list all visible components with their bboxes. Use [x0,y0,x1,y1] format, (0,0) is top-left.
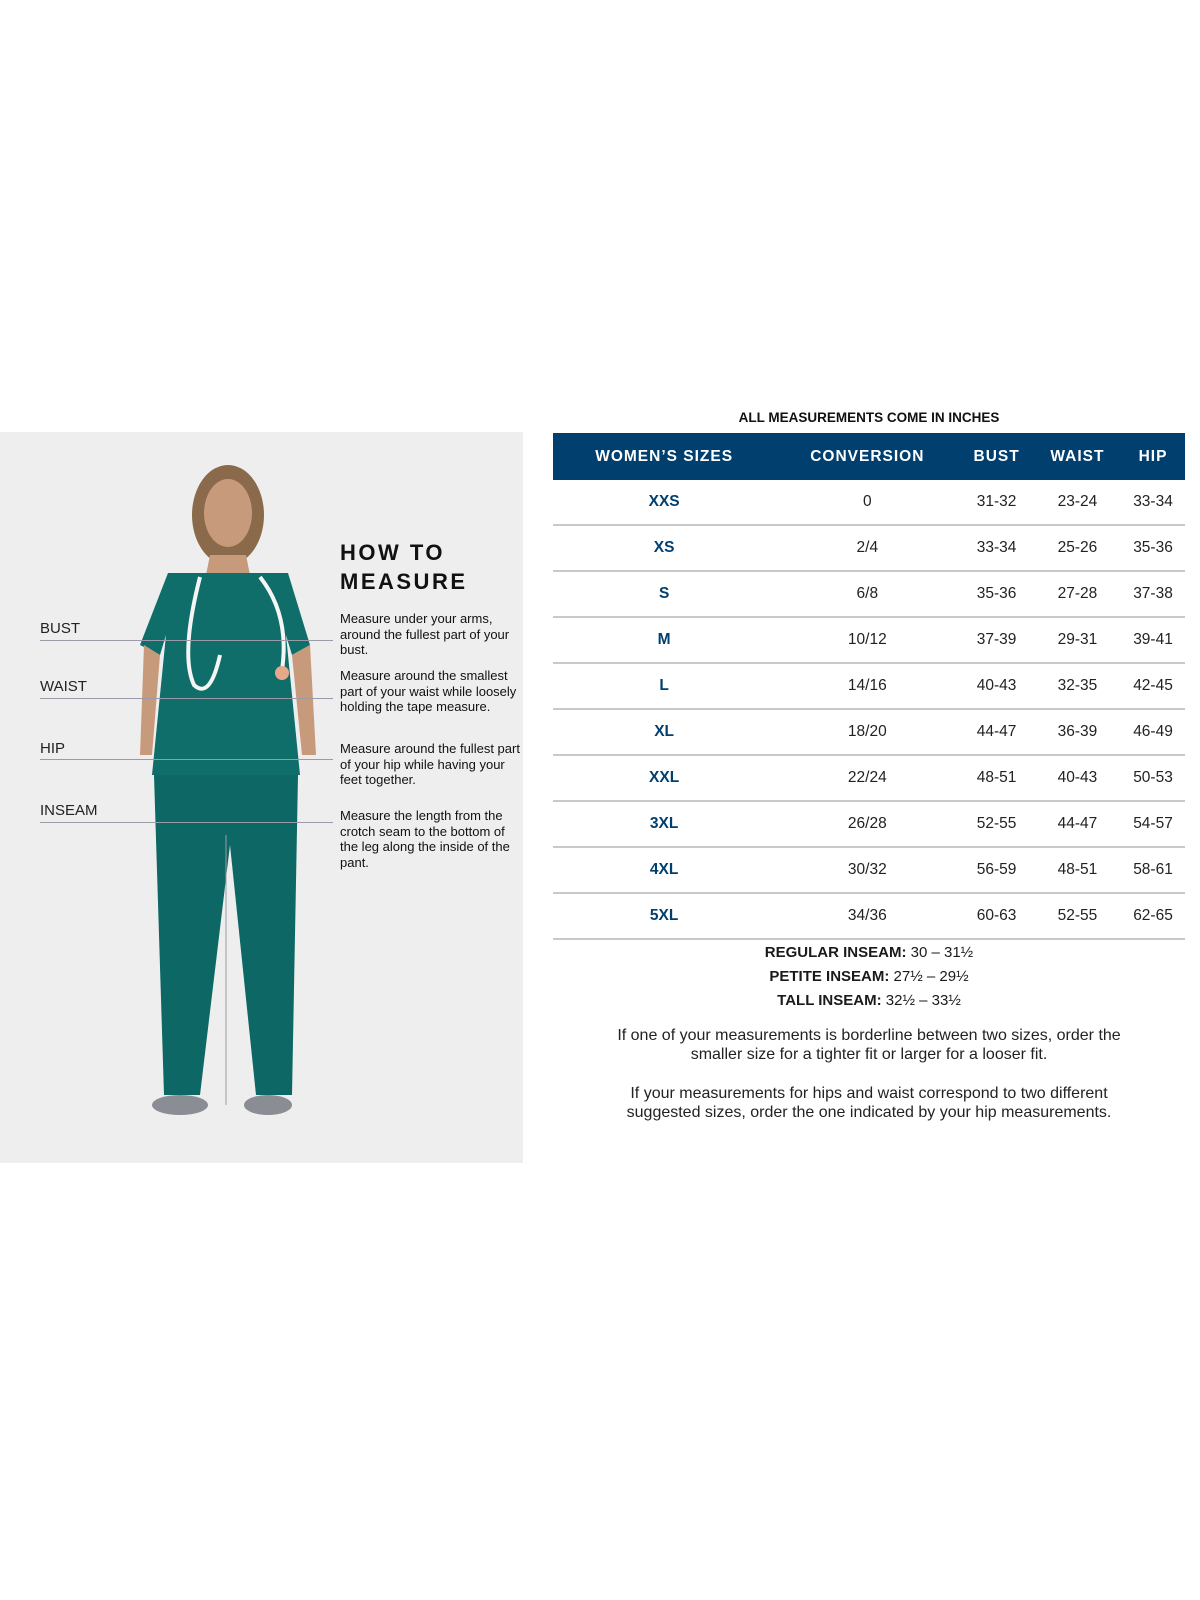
conversion-cell: 30/32 [775,847,960,894]
conversion-cell: 10/12 [775,617,960,664]
conversion-cell: 14/16 [775,663,960,710]
bust-cell: 40-43 [959,663,1034,710]
table-row: 5XL 34/36 60-63 52-55 62-65 [553,893,1185,940]
conversion-cell: 18/20 [775,709,960,756]
waist-cell: 52-55 [1033,893,1122,940]
inseam-line [40,822,333,823]
waist-cell: 32-35 [1033,663,1122,710]
hip-cell: 35-36 [1121,525,1185,572]
size-cell: 3XL [553,801,776,848]
waist-cell: 27-28 [1033,571,1122,618]
hip-cell: 54-57 [1121,801,1185,848]
conversion-cell: 6/8 [775,571,960,618]
waist-line [40,698,333,699]
size-chart-table: WOMEN’S SIZES CONVERSION BUST WAIST HIP … [553,433,1185,940]
conversion-cell: 2/4 [775,525,960,572]
regular-inseam: REGULAR INSEAM: 30 – 31½ [553,941,1185,965]
size-cell: 4XL [553,847,776,894]
header-bust: BUST [959,433,1034,480]
waist-cell: 44-47 [1033,801,1122,848]
bust-cell: 33-34 [959,525,1034,572]
bust-label: BUST [40,620,81,637]
size-cell: XS [553,525,776,572]
hip-waist-note: If your measurements for hips and waist … [626,1085,1112,1121]
size-cell: M [553,617,776,664]
bust-cell: 56-59 [959,847,1034,894]
bust-cell: 60-63 [959,893,1034,940]
waist-label: WAIST [40,678,87,695]
measurement-unit-caption: ALL MEASUREMENTS COME IN INCHES [738,410,1000,425]
hip-cell: 33-34 [1121,480,1185,526]
inseam-description: Measure the length from the crotch seam … [340,808,510,870]
hip-cell: 58-61 [1121,847,1185,894]
table-row: XL 18/20 44-47 36-39 46-49 [553,709,1185,756]
tall-inseam: TALL INSEAM: 32½ – 33½ [553,989,1185,1013]
bust-cell: 31-32 [959,480,1034,526]
waist-cell: 25-26 [1033,525,1122,572]
hip-cell: 50-53 [1121,755,1185,802]
header-hip: HIP [1121,433,1185,480]
hip-cell: 39-41 [1121,617,1185,664]
waist-cell: 40-43 [1033,755,1122,802]
regular-inseam-value: 30 – 31½ [910,944,974,961]
tall-inseam-label: TALL INSEAM: [777,992,882,1009]
how-to-measure-title: HOW TO MEASURE [340,538,468,596]
petite-inseam: PETITE INSEAM: 27½ – 29½ [553,965,1185,989]
bust-cell: 37-39 [959,617,1034,664]
bust-cell: 35-36 [959,571,1034,618]
header-waist: WAIST [1033,433,1122,480]
petite-inseam-value: 27½ – 29½ [893,968,969,985]
size-cell: XXS [553,480,776,526]
size-cell: XL [553,709,776,756]
regular-inseam-label: REGULAR INSEAM: [764,944,907,961]
bust-line [40,640,333,641]
petite-inseam-label: PETITE INSEAM: [769,968,890,985]
table-row: L 14/16 40-43 32-35 42-45 [553,663,1185,710]
conversion-cell: 22/24 [775,755,960,802]
title-line-2: MEASURE [340,569,468,594]
conversion-cell: 26/28 [775,801,960,848]
size-cell: XXL [553,755,776,802]
hip-cell: 37-38 [1121,571,1185,618]
conversion-cell: 34/36 [775,893,960,940]
tall-inseam-value: 32½ – 33½ [885,992,961,1009]
header-conversion: CONVERSION [775,433,960,480]
conversion-cell: 0 [775,480,960,526]
table-row: 3XL 26/28 52-55 44-47 54-57 [553,801,1185,848]
bust-cell: 52-55 [959,801,1034,848]
bust-description: Measure under your arms, around the full… [340,611,510,657]
inseam-lengths: REGULAR INSEAM: 30 – 31½ PETITE INSEAM: … [553,941,1185,1013]
model-figure-image [140,465,316,1115]
hip-line [40,759,333,760]
table-row: S 6/8 35-36 27-28 37-38 [553,571,1185,618]
hip-label: HIP [40,740,66,757]
waist-cell: 48-51 [1033,847,1122,894]
bust-cell: 44-47 [959,709,1034,756]
header-sizes: WOMEN’S SIZES [553,433,776,480]
size-cell: L [553,663,776,710]
waist-cell: 29-31 [1033,617,1122,664]
table-header-row: WOMEN’S SIZES CONVERSION BUST WAIST HIP [553,433,1185,480]
waist-cell: 36-39 [1033,709,1122,756]
borderline-note: If one of your measurements is borderlin… [617,1027,1121,1063]
waist-cell: 23-24 [1033,480,1122,526]
bust-cell: 48-51 [959,755,1034,802]
size-cell: 5XL [553,893,776,940]
table-row: XXL 22/24 48-51 40-43 50-53 [553,755,1185,802]
size-cell: S [553,571,776,618]
hip-description: Measure around the fullest part of your … [340,741,520,787]
hip-cell: 62-65 [1121,893,1185,940]
hip-cell: 42-45 [1121,663,1185,710]
table-row: 4XL 30/32 56-59 48-51 58-61 [553,847,1185,894]
title-line-1: HOW TO [340,540,446,565]
table-row: M 10/12 37-39 29-31 39-41 [553,617,1185,664]
waist-description: Measure around the smallest part of your… [340,668,517,714]
inseam-label: INSEAM [40,802,98,819]
table-row: XS 2/4 33-34 25-26 35-36 [553,525,1185,572]
table-row: XXS 0 31-32 23-24 33-34 [553,480,1185,526]
hip-cell: 46-49 [1121,709,1185,756]
